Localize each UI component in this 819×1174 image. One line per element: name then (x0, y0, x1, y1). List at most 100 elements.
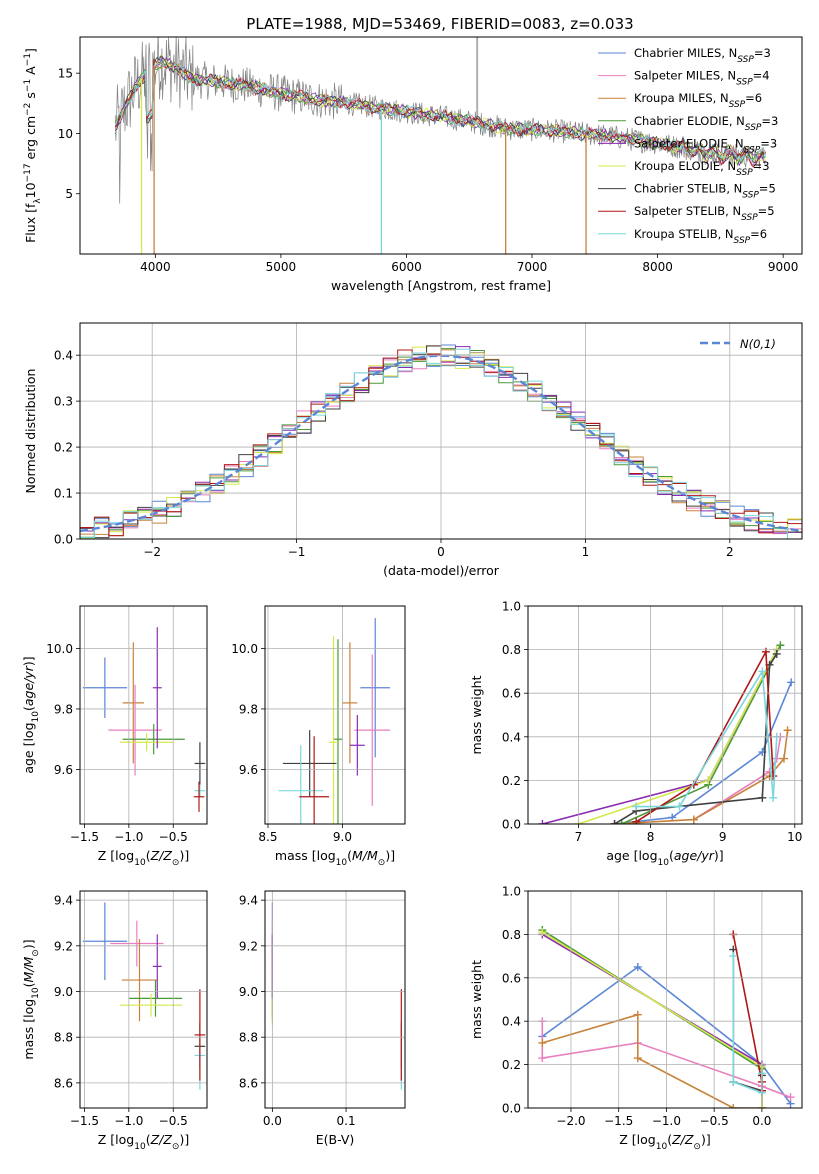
errorbar-point-kroupa-stelib (194, 784, 206, 797)
errorbar-point-chabrier-elodie (333, 639, 343, 824)
y-tick-label: 0.4 (502, 730, 521, 744)
errorbar-point-salpeter-stelib (194, 989, 206, 1081)
x-tick-label: 9 (719, 830, 727, 844)
errorbar-point-chabrier-miles (82, 902, 128, 981)
x-tick-label: 9.0 (333, 830, 352, 844)
x-tick-label: 0.1 (337, 1114, 356, 1128)
series-marker (538, 928, 547, 937)
series-marker (610, 820, 619, 824)
axes-frame (527, 890, 803, 1109)
x-tick-label: −1.0 (114, 1114, 143, 1128)
x-axis-label: wavelength [Angstrom, rest frame] (331, 278, 551, 293)
x-tick-label: 9000 (768, 260, 799, 274)
legend-label: Chabrier ELODIE, NSSP=3 (634, 114, 778, 133)
y-tick-label: 9.8 (239, 702, 258, 716)
series-marker (729, 1104, 738, 1108)
series-line (541, 965, 792, 1105)
y-tick-label: 9.0 (54, 985, 73, 999)
legend-ssp-count: 3 (763, 46, 770, 60)
x-tick-label: −2.0 (556, 1114, 585, 1128)
x-tick-label: 8000 (642, 260, 673, 274)
y-tick-label: 0.4 (502, 1015, 521, 1029)
series-marker (761, 647, 770, 656)
x-axis-label: (data-model)/error (383, 563, 500, 578)
y-axis-label: mass [log10(M/M⊙)] (21, 939, 41, 1059)
x-tick-label: −1.0 (114, 830, 143, 844)
x-tick-label: 7000 (517, 260, 548, 274)
chart-age-vs-Z: −1.5 −1.0 −0.5 9.6 9.8 10.0 Z [log10(Z/Z⊙)] age… (21, 605, 208, 868)
axes-frame (79, 322, 803, 540)
series-marker (729, 1077, 738, 1086)
page-title: PLATE=1988, MJD=53469, FIBERID=0083, z=0… (246, 15, 633, 33)
y-tick-label: 8.8 (239, 1031, 258, 1045)
series-marker (632, 817, 641, 824)
series-marker (776, 641, 785, 650)
x-tick-label: 2 (726, 545, 734, 559)
y-axis-label: mass weight (469, 960, 484, 1039)
legend-label: N(0,1) (740, 337, 776, 351)
legend-ssp-count: 5 (768, 182, 775, 196)
legend-ssp-count: 6 (760, 227, 767, 241)
axes-frame (264, 605, 406, 825)
y-tick-label: 0.6 (502, 971, 521, 985)
x-tick-label: −1.5 (70, 830, 99, 844)
model-spectrum-kroupa-stelib (114, 62, 766, 163)
series-marker (675, 802, 684, 811)
plot-area-weight-vs-age (538, 641, 796, 824)
errorbar-point-chabrier-miles (82, 657, 128, 719)
y-tick-label: 0.0 (54, 533, 73, 547)
errorbar-point-chabrier-stelib (194, 742, 206, 785)
series-marker (729, 952, 738, 961)
series-marker (787, 678, 796, 687)
series-marker (772, 649, 781, 658)
errorbar-point-salpeter-miles (108, 684, 162, 776)
y-tick-label: 1.0 (502, 600, 521, 614)
errorbar-point-salpeter-stelib (193, 781, 205, 812)
series-line (614, 681, 792, 824)
axes-frame (527, 605, 803, 825)
legend: Chabrier MILES, NSSP=3 Salpeter MILES, NS… (598, 46, 778, 246)
legend-ssp-count: 4 (762, 69, 769, 83)
y-tick-label: 0.0 (502, 1102, 521, 1116)
legend-label: Kroupa ELODIE, NSSP=3 (634, 159, 770, 178)
series-line (732, 934, 763, 1091)
x-axis-label: Z [log10(Z/Z⊙)] (619, 1132, 710, 1152)
series-marker (632, 802, 641, 811)
series-line (693, 736, 782, 821)
y-axis-label: Flux [fλ10−17 erg cm−2 s−1 A−1] (23, 48, 43, 243)
y-tick-label: 0.2 (502, 1058, 521, 1072)
chart-weight-vs-age: 7 8 9 10 0.0 0.2 0.4 0.6 0.8 1.0 age [log10(age/yr… (469, 600, 803, 868)
legend-label: Salpeter STELIB, NSSP=5 (634, 204, 775, 223)
errorbar-point-kroupa-elodie (119, 993, 183, 1017)
y-axis-label: age [log10(age/yr)] (21, 656, 41, 773)
y-tick-label: 9.4 (239, 894, 258, 908)
series-line (541, 931, 763, 1108)
errorbar-point-chabrier-miles (360, 618, 391, 758)
series-salpeter-stelib (632, 647, 778, 824)
legend-label: Salpeter MILES, NSSP=4 (634, 69, 770, 88)
x-tick-label: 0.0 (752, 1114, 771, 1128)
legend-label: Chabrier STELIB, NSSP=5 (634, 182, 776, 201)
y-tick-label: 0.0 (502, 818, 521, 832)
x-axis-label: Z [log10(Z/Z⊙)] (98, 1132, 189, 1152)
errorbar-point-kroupa-miles (121, 938, 158, 1022)
x-tick-label: 7 (575, 830, 583, 844)
y-tick-label: 9.6 (239, 763, 258, 777)
chart-weight-vs-Z: −2.0 −1.5 −1.0 −0.5 0.0 0.0 0.2 0.4 0.6 0.8 1.0 Z [… (469, 885, 803, 1152)
x-axis-label: mass [log10(M/M⊙)] (275, 848, 395, 868)
legend-label: Kroupa MILES, NSSP=6 (634, 91, 762, 110)
series-marker (758, 667, 767, 676)
plot-area-spectrum (114, 37, 766, 254)
y-tick-label: 10.0 (231, 642, 258, 656)
observed-spectrum-line (114, 37, 766, 204)
x-tick-label: −1.0 (652, 1114, 681, 1128)
x-axis-label: Z [log10(Z/Z⊙)] (98, 848, 189, 868)
x-tick-label: 5000 (266, 260, 297, 274)
errorbar-point-salpeter-elodie (152, 934, 162, 999)
series-marker (689, 815, 698, 824)
x-tick-label: −1.5 (70, 1114, 99, 1128)
errorbar-point-chabrier-stelib (282, 730, 337, 797)
series-marker (769, 772, 778, 781)
x-tick-label: 4000 (140, 260, 171, 274)
